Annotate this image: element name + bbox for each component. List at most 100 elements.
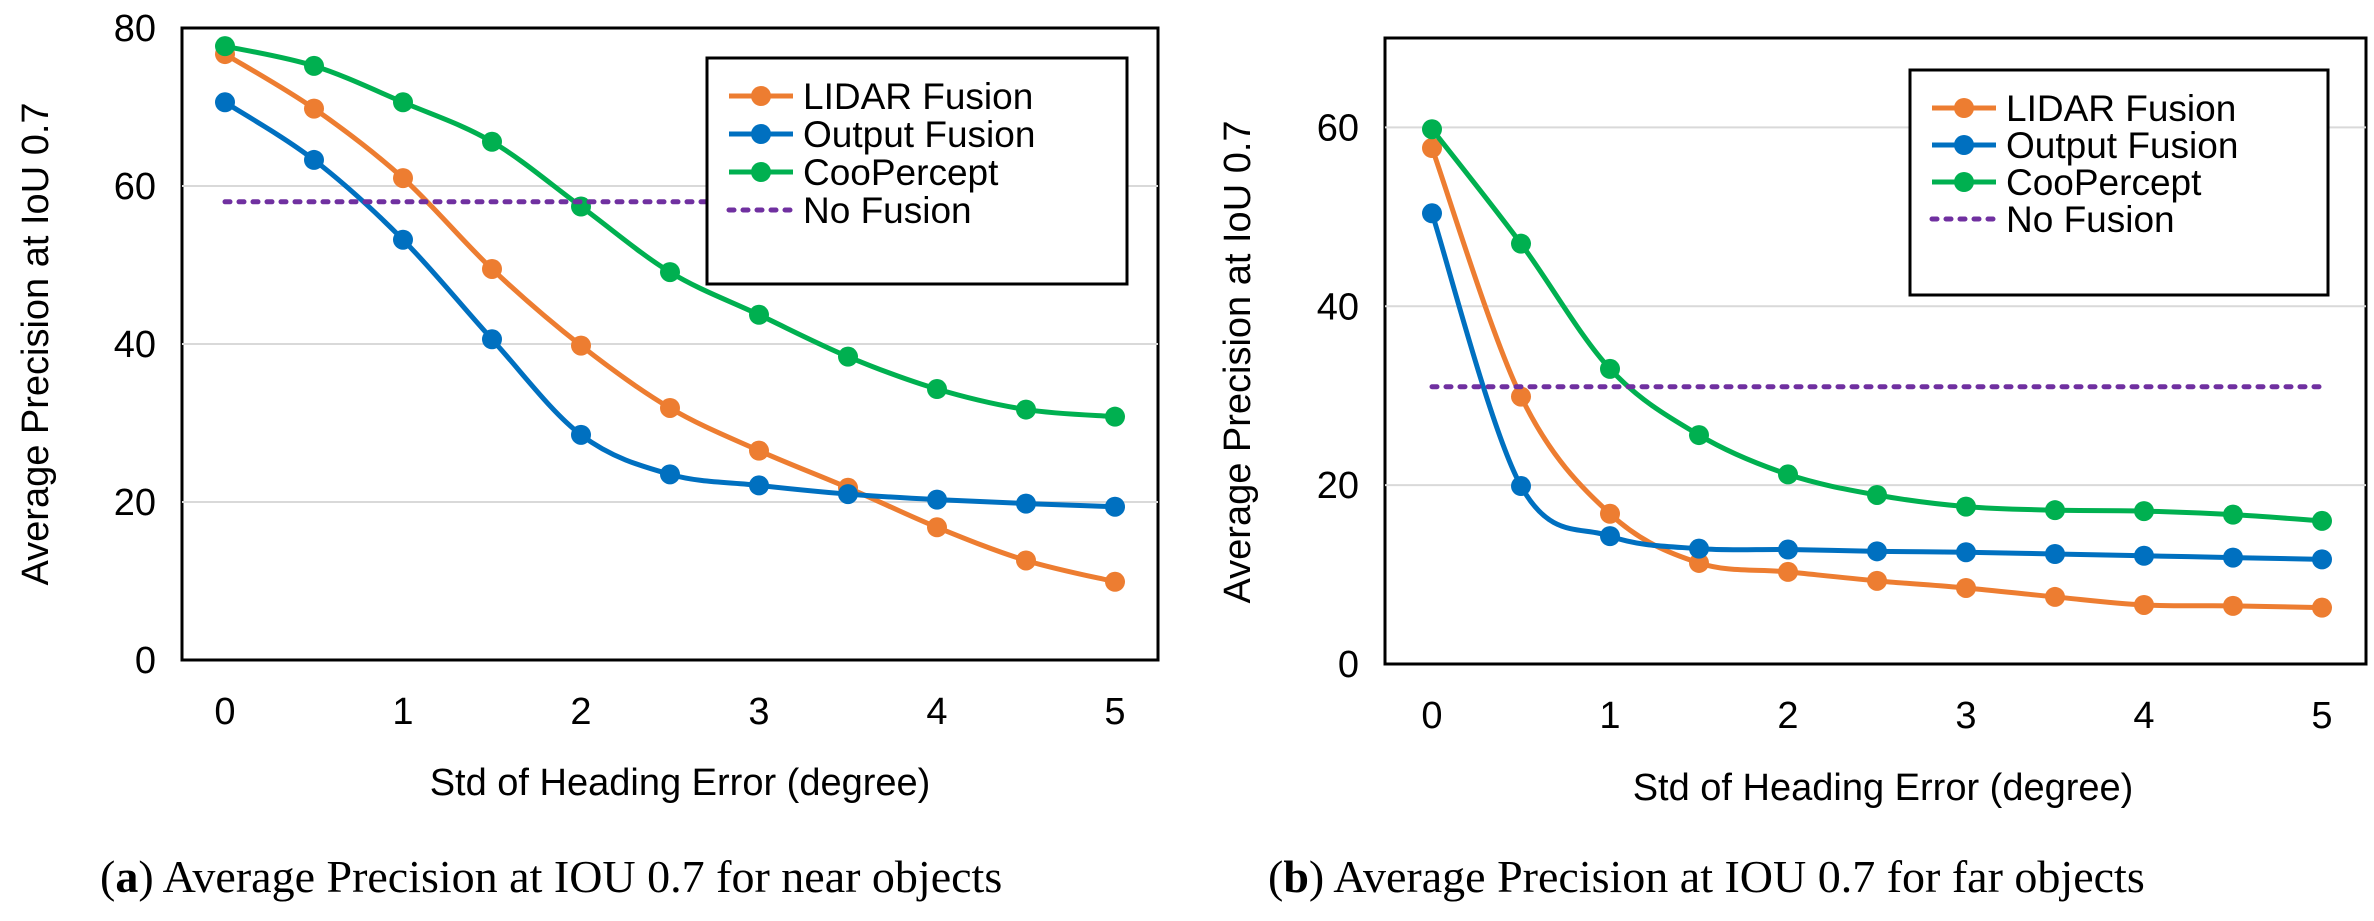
legend-entry: Output Fusion xyxy=(729,114,1035,155)
data-point xyxy=(749,440,769,461)
series-coopercept xyxy=(1422,119,2332,531)
x-tick-labels: 0 1 2 3 4 5 xyxy=(1421,695,2332,737)
x-tick-label: 5 xyxy=(1104,691,1125,733)
chart-panel-a: 0 20 40 60 80 0 1 2 3 4 5 Std of Heading Error (d… xyxy=(15,8,1160,902)
legend-label: Output Fusion xyxy=(803,114,1035,155)
data-point xyxy=(1600,358,1620,379)
legend-marker-dot xyxy=(751,124,771,144)
data-point xyxy=(749,475,769,496)
series-line xyxy=(223,100,1116,510)
data-point xyxy=(1956,542,1976,563)
data-point xyxy=(2045,500,2065,521)
legend-entry: No Fusion xyxy=(726,190,972,231)
data-point xyxy=(215,36,235,57)
data-point xyxy=(660,262,680,283)
legend-entry: No Fusion xyxy=(1929,199,2175,240)
data-point xyxy=(1956,496,1976,517)
y-tick-label: 60 xyxy=(1317,107,1359,149)
caption: (b) Average Precision at IOU 0.7 for far… xyxy=(1268,851,2145,902)
legend-label: LIDAR Fusion xyxy=(2006,88,2236,129)
data-point xyxy=(1422,203,1442,224)
y-tick-label: 0 xyxy=(135,640,156,682)
y-tick-label: 80 xyxy=(114,8,156,50)
data-point xyxy=(927,489,947,510)
data-point xyxy=(1016,493,1036,514)
data-point xyxy=(2045,544,2065,565)
series-lidar-fusion xyxy=(215,44,1125,592)
data-point xyxy=(1600,503,1620,524)
caption-text: Average Precision at IOU 0.7 for far obj… xyxy=(1333,851,2145,902)
data-point xyxy=(927,517,947,538)
data-point xyxy=(838,346,858,367)
data-point xyxy=(1511,476,1531,497)
series-line xyxy=(1429,147,2323,611)
y-tick-label: 40 xyxy=(114,324,156,366)
data-point xyxy=(1511,233,1531,254)
series-output-fusion xyxy=(215,92,1125,517)
legend-entry: LIDAR Fusion xyxy=(729,76,1033,117)
data-point xyxy=(1778,539,1798,560)
data-point xyxy=(1778,464,1798,485)
data-point xyxy=(1778,561,1798,582)
data-point xyxy=(1867,484,1887,505)
x-axis-label: Std of Heading Error (degree) xyxy=(1633,767,2134,809)
series-lidar-fusion xyxy=(1422,137,2332,618)
legend-label: LIDAR Fusion xyxy=(803,76,1033,117)
data-point xyxy=(1867,570,1887,591)
data-point xyxy=(2223,504,2243,525)
legend-entry: CooPercept xyxy=(729,152,999,193)
series-layer xyxy=(215,36,1125,592)
x-tick-label: 1 xyxy=(1599,695,1620,737)
legend-marker-dot xyxy=(751,86,771,106)
data-point xyxy=(482,131,502,152)
data-point xyxy=(660,397,680,418)
caption-label: b xyxy=(1283,851,1309,902)
legend-label: Output Fusion xyxy=(2006,125,2238,166)
data-point xyxy=(1600,526,1620,547)
x-tick-label: 4 xyxy=(926,691,947,733)
legend-entry: Output Fusion xyxy=(1932,125,2238,166)
data-point xyxy=(393,229,413,250)
data-point xyxy=(1867,541,1887,562)
data-point xyxy=(2134,594,2154,615)
legend-label: No Fusion xyxy=(2006,199,2175,240)
data-point xyxy=(2312,510,2332,531)
data-point xyxy=(2223,547,2243,568)
data-point xyxy=(1016,550,1036,571)
legend-marker-dot xyxy=(1954,172,1974,192)
data-point xyxy=(2312,549,2332,570)
data-point xyxy=(482,258,502,279)
data-point xyxy=(1105,496,1125,517)
x-tick-label: 5 xyxy=(2311,695,2332,737)
caption-label: a xyxy=(115,851,138,902)
data-point xyxy=(393,92,413,113)
caption: (a) Average Precision at IOU 0.7 for nea… xyxy=(100,851,1002,902)
data-point xyxy=(571,335,591,356)
x-tick-label: 2 xyxy=(570,691,591,733)
data-point xyxy=(1422,137,1442,158)
legend-entry: LIDAR Fusion xyxy=(1932,88,2236,129)
series-line xyxy=(1429,212,2323,562)
data-point xyxy=(2312,597,2332,618)
data-point xyxy=(927,379,947,400)
series-output-fusion xyxy=(1422,203,2332,570)
data-point xyxy=(304,55,324,76)
legend-entry: CooPercept xyxy=(1932,162,2202,203)
legend-marker-dot xyxy=(1954,135,1974,155)
legend-label: No Fusion xyxy=(803,190,972,231)
data-point xyxy=(304,98,324,119)
y-axis-label: Average Precision at IoU 0.7 xyxy=(15,102,57,585)
data-point xyxy=(1689,538,1709,559)
legend-marker-dot xyxy=(1954,98,1974,118)
data-point xyxy=(482,329,502,350)
x-tick-label: 3 xyxy=(1955,695,1976,737)
legend-marker-dot xyxy=(751,162,771,182)
y-axis-label: Average Precision at IoU 0.7 xyxy=(1217,120,1259,603)
series-line xyxy=(223,51,1116,585)
x-tick-label: 0 xyxy=(1421,695,1442,737)
data-point xyxy=(1105,406,1125,427)
y-tick-labels: 0 20 40 60 xyxy=(1317,107,1359,686)
